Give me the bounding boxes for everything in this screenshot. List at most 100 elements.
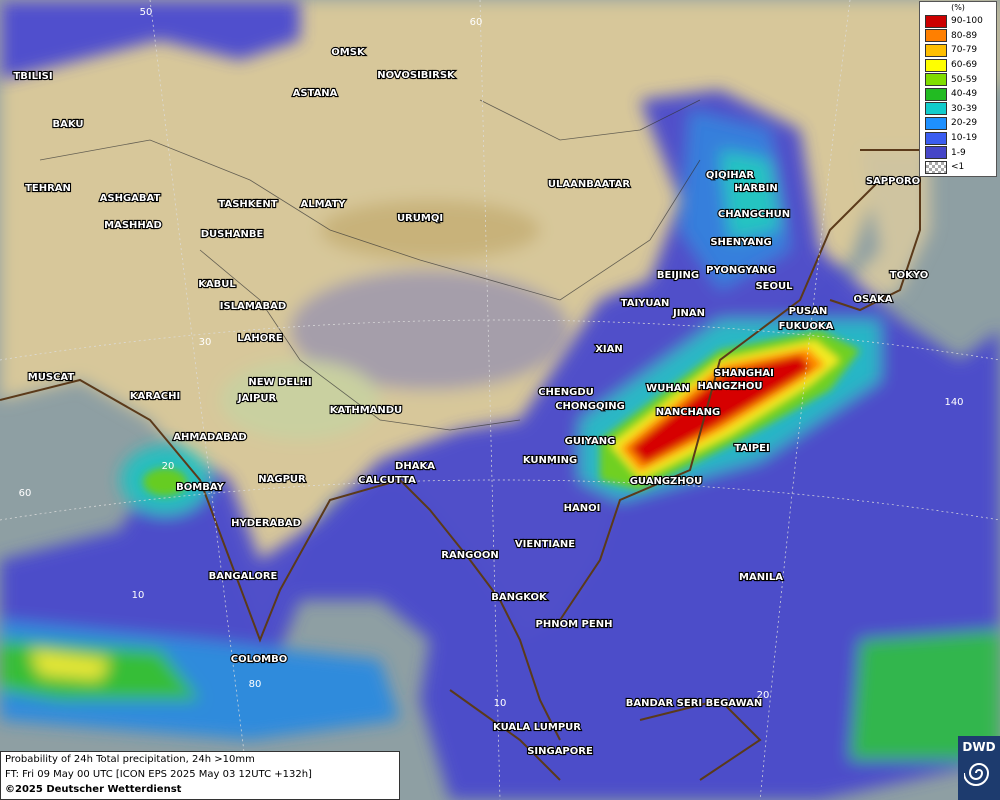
city-label: NEW DELHI (248, 377, 311, 388)
graticule-label: 140 (944, 397, 963, 408)
city-label: BANGKOK (491, 592, 548, 603)
legend-item: 1-9 (920, 145, 996, 160)
legend-swatch (925, 116, 947, 130)
city-label: ISLAMABAD (220, 301, 286, 312)
precip-core (143, 330, 860, 496)
city-label: RANGOON (441, 550, 498, 561)
city-label: GUIYANG (565, 436, 616, 447)
legend-label: 50-59 (951, 74, 978, 85)
city-label: TASHKENT (218, 199, 277, 210)
city-label: HYDERABAD (231, 518, 301, 529)
city-label: MUSCAT (28, 372, 75, 383)
legend-label: 30-39 (951, 103, 978, 114)
legend-item: 90-100 (920, 14, 996, 29)
city-label: SAPPORO (866, 176, 920, 187)
city-label: TAIYUAN (621, 298, 670, 309)
legend-swatch (925, 58, 947, 72)
city-label: TOKYO (890, 270, 928, 281)
city-label: CHONGQING (555, 401, 625, 412)
graticule-label: 10 (132, 590, 145, 601)
legend-label: 40-49 (951, 89, 978, 100)
city-label: NANCHANG (656, 407, 721, 418)
city-labels: OMSK NOVOSIBIRSK ASTANA TBILISI BAKU TEHRAN AS… (12, 46, 929, 758)
city-label: HANGZHOU (698, 381, 763, 392)
city-label: KUALA LUMPUR (493, 722, 581, 733)
legend-label: 70-79 (951, 45, 978, 56)
graticule-label: 60 (470, 17, 483, 28)
grid-labels: 50 60 30 140 20 60 10 80 10 20 (19, 7, 964, 709)
city-label: LAHORE (237, 333, 283, 344)
legend-swatch (925, 146, 947, 160)
legend-swatch (925, 131, 947, 145)
city-label: BAKU (52, 119, 83, 130)
graticule-label: 20 (162, 461, 175, 472)
city-label: BANGALORE (209, 571, 278, 582)
city-label: MASHHAD (104, 220, 162, 231)
city-label: CALCUTTA (358, 475, 416, 486)
city-label: MANILA (739, 572, 783, 583)
legend-swatch (925, 73, 947, 87)
city-label: HARBIN (734, 183, 778, 194)
city-label: ALMATY (300, 199, 346, 210)
city-label: KABUL (198, 279, 236, 290)
legend-item: 80-89 (920, 29, 996, 44)
city-label: HANOI (564, 503, 601, 514)
city-label: OMSK (331, 47, 366, 58)
legend-swatch (925, 29, 947, 43)
city-label: PUSAN (789, 306, 828, 317)
footer-line: ©2025 Deutscher Wetterdienst (5, 784, 182, 795)
footer: Probability of 24h Total precipitation, … (0, 751, 400, 800)
legend-swatch (925, 87, 947, 101)
city-label: URUMQI (397, 213, 443, 224)
city-label: KARACHI (130, 391, 180, 402)
legend-item: 40-49 (920, 87, 996, 102)
legend-label: 90-100 (951, 16, 983, 27)
city-label: DUSHANBE (201, 229, 264, 240)
city-label: COLOMBO (231, 654, 287, 665)
logo-icon (963, 763, 990, 786)
city-label: DHAKA (395, 461, 435, 472)
city-label: AHMADABAD (173, 432, 247, 443)
legend-rows: 90-100 80-89 70-79 60-69 50-59 40-49 30-39 20-2… (920, 14, 996, 175)
legend-item: 60-69 (920, 58, 996, 73)
city-label: OSAKA (854, 294, 893, 305)
legend-item: 20-29 (920, 116, 996, 131)
city-label: WUHAN (646, 383, 690, 394)
legend-label: 20-29 (951, 118, 978, 129)
city-label: NAGPUR (258, 474, 306, 485)
city-label: BOMBAY (176, 482, 224, 493)
graticule-label: 20 (757, 690, 770, 701)
legend-item: 10-19 (920, 131, 996, 146)
logo-text: DWD (962, 740, 996, 754)
city-label: JINAN (672, 308, 705, 319)
legend-swatch (925, 160, 947, 174)
city-label: TAIPEI (734, 443, 769, 454)
graticule-label: 30 (199, 337, 212, 348)
legend-item: <1 (920, 160, 996, 175)
legend-swatch (925, 102, 947, 116)
city-label: CHENGDU (538, 387, 594, 398)
city-label: KATHMANDU (330, 405, 402, 416)
legend-swatch (925, 43, 947, 57)
city-label: SHENYANG (710, 237, 771, 248)
legend-item: 70-79 (920, 43, 996, 58)
city-label: FUKUOKA (779, 321, 834, 332)
graticule-label: 50 (140, 7, 153, 18)
legend-label: <1 (951, 162, 965, 173)
logo: DWD (958, 736, 1000, 800)
city-label: BANDAR SERI BEGAWAN (626, 698, 763, 709)
city-label: KUNMING (523, 455, 577, 466)
legend-label: 60-69 (951, 60, 978, 71)
city-label: TEHRAN (25, 183, 71, 194)
legend-unit: (%) (951, 3, 965, 12)
legend-label: 80-89 (951, 30, 978, 41)
legend: (%) 90-100 80-89 70-79 60-69 50-59 40-49 30-39… (919, 1, 997, 177)
coastlines (0, 149, 921, 781)
legend-swatch (925, 14, 947, 28)
footer-line: FT: Fri 09 May 00 UTC [ICON EPS 2025 May… (5, 769, 312, 780)
city-label: TBILISI (13, 71, 52, 82)
city-label: VIENTIANE (515, 539, 575, 550)
city-label: JAIPUR (237, 393, 277, 404)
